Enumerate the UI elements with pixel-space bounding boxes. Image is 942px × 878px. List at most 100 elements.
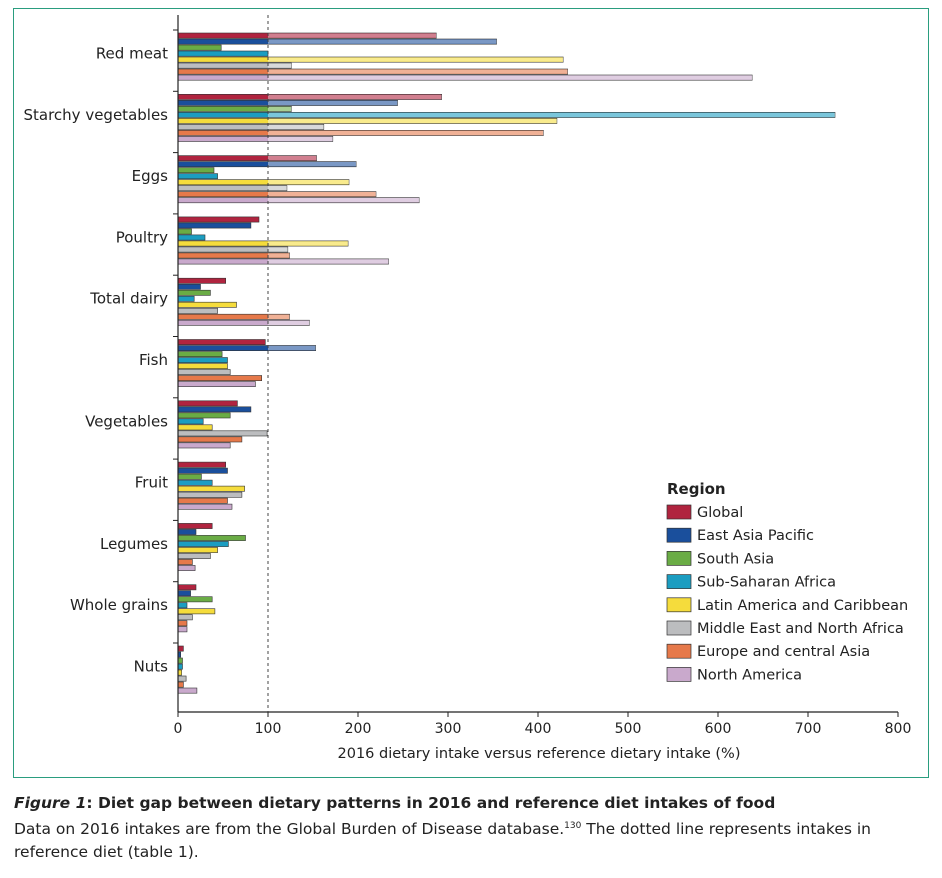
bar-fruit-0 xyxy=(177,461,227,468)
bar-excess-shade xyxy=(268,247,288,252)
bar-chart: 0 100 200 300 400 500 600 700 800 Red meat Starch… xyxy=(24,15,912,762)
legend-label: East Asia Pacific xyxy=(697,528,814,544)
x-ticks-layer: 0 100 200 300 400 500 600 700 800 xyxy=(174,712,912,737)
bar-nuts-6 xyxy=(177,681,184,688)
caption-reference: 130 xyxy=(564,821,582,831)
bar-fruit-2 xyxy=(177,473,202,480)
bar-vegetables-3 xyxy=(177,418,204,425)
legend-swatch xyxy=(666,643,692,659)
bar-fish-0 xyxy=(177,339,266,345)
bar-poultry-0 xyxy=(177,216,260,223)
caption-line-3: reference diet (table 1). xyxy=(14,843,199,862)
bar-excess-shade xyxy=(268,118,557,124)
bar-whole-grains-6 xyxy=(177,620,188,627)
bar-fruit-1 xyxy=(177,467,228,474)
bar-fruit-5 xyxy=(177,491,243,498)
caption-text: Data on 2016 intakes are from the Global… xyxy=(14,820,565,839)
bar-excess-shade xyxy=(268,186,287,191)
bar-nuts-2 xyxy=(177,657,183,664)
bar-whole-grains-3 xyxy=(177,602,188,609)
bar-fruit-7 xyxy=(177,503,233,510)
category-label: Poultry xyxy=(116,228,168,246)
bar-total-dairy-2 xyxy=(177,289,211,296)
bar-excess-shade xyxy=(268,136,333,142)
bar-poultry-1 xyxy=(177,222,252,229)
category-label: Nuts xyxy=(134,658,169,676)
x-tick-label: 800 xyxy=(885,721,912,737)
bar-excess-shade xyxy=(268,106,292,112)
bar-fish-7 xyxy=(177,381,256,387)
bar-fish-5 xyxy=(177,369,231,375)
category-label: Red meat xyxy=(96,45,168,63)
bar-legumes-7 xyxy=(177,565,196,571)
bar-fruit-3 xyxy=(177,479,213,486)
bar-excess-shade xyxy=(268,198,420,203)
category-label: Eggs xyxy=(132,167,169,185)
bar-excess-shade xyxy=(268,124,324,130)
bar-total-dairy-4 xyxy=(177,301,237,308)
caption-text-tail: The dotted line represents intakes in xyxy=(581,820,872,839)
bar-legumes-3 xyxy=(177,541,229,547)
bar-fish-3 xyxy=(177,357,228,363)
bar-vegetables-4 xyxy=(177,424,213,431)
bar-whole-grains-4 xyxy=(177,608,216,615)
bar-fish-4 xyxy=(177,363,228,369)
bar-red-meat-2 xyxy=(177,44,222,51)
bar-excess-shade xyxy=(268,180,349,185)
legend-swatch xyxy=(666,597,692,613)
bar-excess-shade xyxy=(268,162,357,167)
legend-swatch xyxy=(666,551,692,566)
bar-fish-2 xyxy=(177,351,223,357)
bar-vegetables-5 xyxy=(177,430,268,437)
x-tick-label: 600 xyxy=(705,721,732,737)
legend-swatch xyxy=(666,620,692,636)
bar-poultry-3 xyxy=(177,234,206,241)
bar-excess-shade xyxy=(268,130,544,136)
bar-total-dairy-0 xyxy=(177,277,227,284)
bar-excess-shade xyxy=(268,75,753,80)
bar-poultry-2 xyxy=(177,228,192,235)
bar-whole-grains-5 xyxy=(177,614,193,621)
caption-line-2: Data on 2016 intakes are from the Global… xyxy=(14,815,929,841)
bar-fish-6 xyxy=(177,375,262,381)
bar-vegetables-1 xyxy=(177,406,252,413)
legend-label: Middle East and North Africa xyxy=(697,621,904,637)
category-label: Fruit xyxy=(135,474,168,492)
x-axis-label: 2016 dietary intake versus reference die… xyxy=(338,746,741,762)
figure-frame xyxy=(13,8,929,778)
legend-swatch xyxy=(666,504,692,520)
bar-whole-grains-0 xyxy=(177,584,197,591)
bar-total-dairy-5 xyxy=(177,307,218,314)
x-tick-label: 200 xyxy=(345,721,372,737)
x-tick-label: 400 xyxy=(525,721,552,737)
category-label: Starchy vegetables xyxy=(24,106,169,124)
bar-nuts-3 xyxy=(177,663,183,670)
bar-excess-shade xyxy=(268,314,290,319)
bar-nuts-5 xyxy=(177,675,187,682)
x-tick-label: 300 xyxy=(435,721,462,737)
bar-legumes-5 xyxy=(177,553,211,559)
bar-nuts-0 xyxy=(177,645,184,652)
category-label: Legumes xyxy=(100,535,168,553)
bar-vegetables-6 xyxy=(177,436,243,443)
legend: Region Global East Asia Pacific South Asia… xyxy=(666,480,908,683)
bar-fruit-4 xyxy=(177,485,245,492)
legend-label: Europe and central Asia xyxy=(697,644,870,660)
bar-excess-shade xyxy=(268,69,568,74)
bar-total-dairy-1 xyxy=(177,283,201,290)
bar-excess-shade xyxy=(268,57,564,62)
bar-legumes-4 xyxy=(177,547,218,553)
bar-nuts-7 xyxy=(177,687,198,694)
category-label: Fish xyxy=(139,351,168,369)
bar-excess-shade xyxy=(268,94,442,100)
bar-vegetables-2 xyxy=(177,412,231,419)
figure-label: Figure 1 xyxy=(14,794,87,812)
bar-legumes-0 xyxy=(177,523,213,529)
bar-excess-shade xyxy=(268,192,376,197)
bar-excess-shade xyxy=(268,112,835,118)
bar-total-dairy-3 xyxy=(177,295,195,302)
bar-excess-shade xyxy=(268,156,317,161)
bar-legumes-1 xyxy=(177,529,197,535)
bar-excess-shade xyxy=(268,241,349,246)
bar-vegetables-7 xyxy=(177,442,231,449)
